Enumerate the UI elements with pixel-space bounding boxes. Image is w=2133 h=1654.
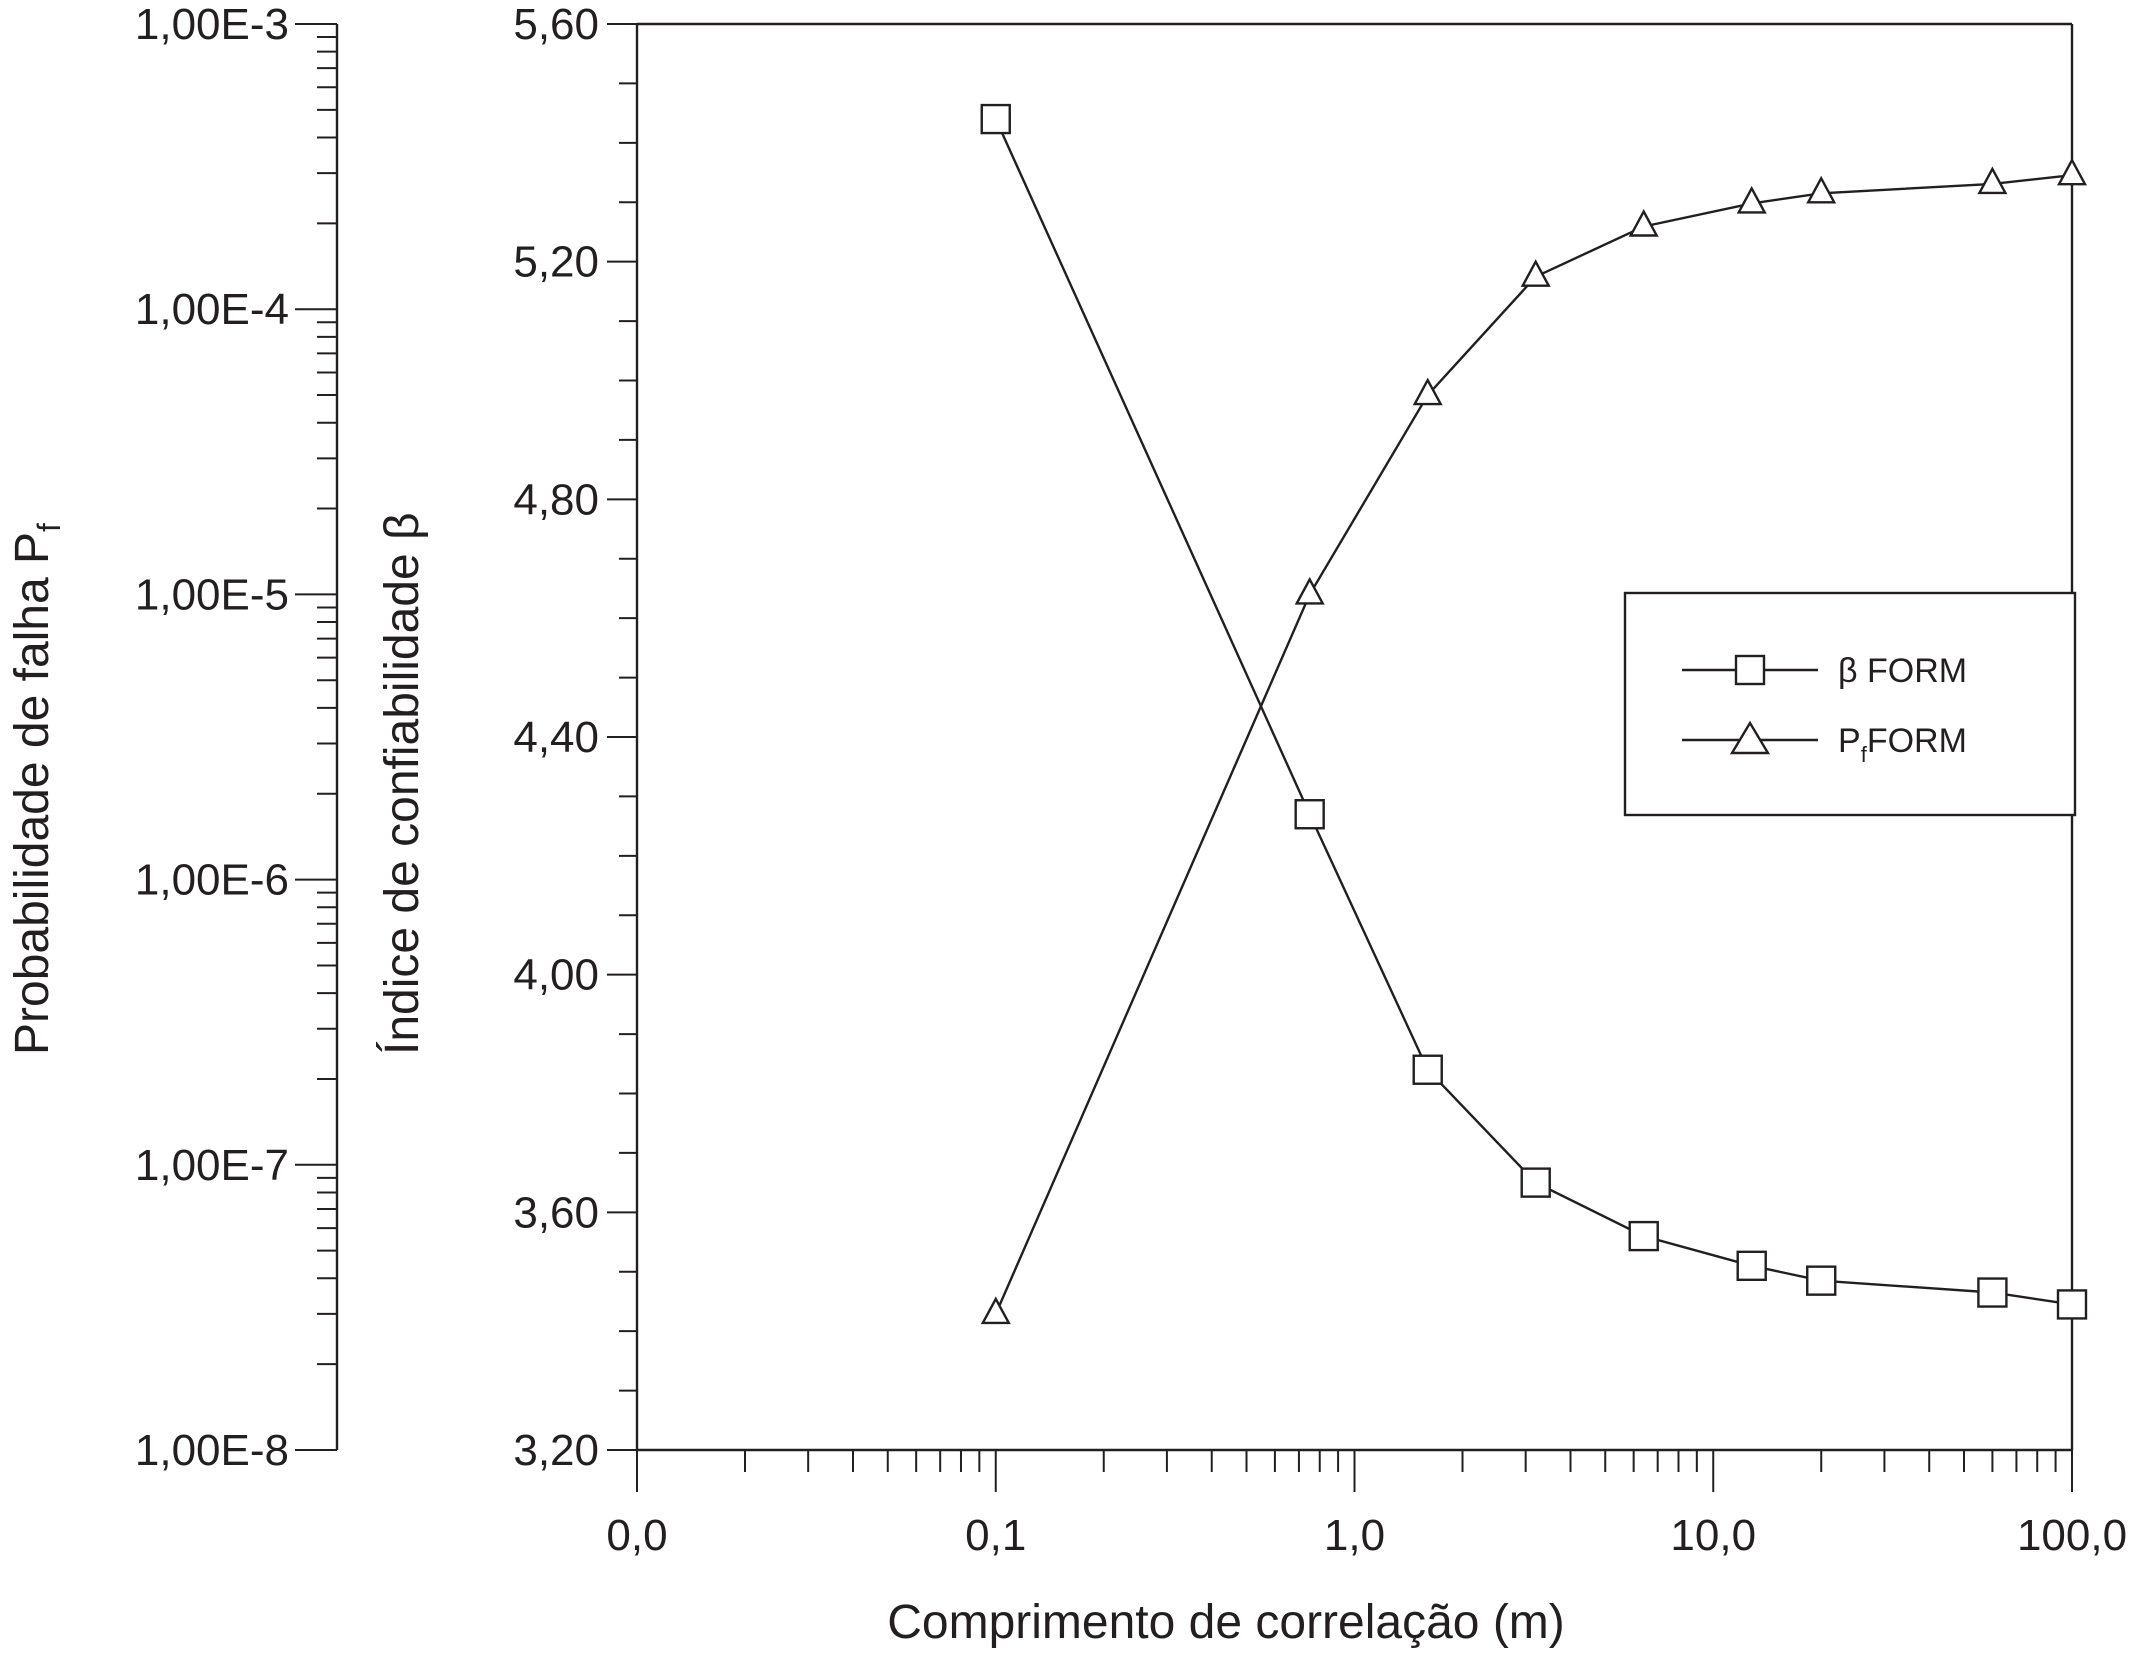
pf-form-point: [1294, 576, 1325, 605]
probability-tick-label: 1,00E-6: [135, 856, 289, 905]
beta-axis: 5,60 5,20 4,80 4,40 4,00 3,60 3,20: [513, 0, 639, 1475]
pf-form-point: [1520, 259, 1551, 287]
beta-tick-label: 5,60: [513, 0, 599, 49]
x-tick-label: 0,0: [606, 1511, 667, 1560]
beta-form-point: [1806, 1265, 1837, 1296]
x-axis: 0,0 0,1 1,0 10,0 100,0: [606, 1448, 2127, 1560]
probability-tick-label: 1,00E-7: [135, 1141, 289, 1190]
beta-axis-title: Índice de confiabilidade β: [376, 512, 429, 1055]
beta-form-point: [1628, 1220, 1659, 1252]
probability-axis: 1,00E-3 1,00E-4 1,00E-5 1,00E-6 1,00E-7 1,00E…: [135, 0, 339, 1475]
series-markers: [980, 103, 2088, 1325]
beta-tick-label: 5,20: [513, 238, 599, 287]
beta-tick-label: 4,40: [513, 713, 599, 762]
x-axis-title: Comprimento de correlação (m): [887, 1596, 1565, 1649]
pf-form-point: [1736, 185, 1767, 214]
x-tick-label: 100,0: [2017, 1511, 2127, 1560]
beta-form-point: [1294, 799, 1325, 830]
beta-tick-label: 4,00: [513, 951, 599, 1000]
beta-form-point: [1977, 1277, 2008, 1308]
probability-tick-label: 1,00E-5: [135, 570, 289, 619]
beta-tick-label: 3,60: [513, 1188, 599, 1237]
probability-tick-label: 1,00E-8: [135, 1426, 289, 1475]
pf-form-point: [2056, 157, 2088, 186]
legend-marker-beta: [1734, 654, 1766, 686]
pf-form-point: [1977, 166, 2008, 195]
beta-form-point: [2056, 1289, 2088, 1320]
legend-box: [1623, 591, 2077, 817]
beta-tick-label: 4,80: [513, 475, 599, 524]
probability-axis-title: Probabilidade de falha Pf: [6, 523, 67, 1055]
pf-form-point: [980, 1296, 1011, 1325]
beta-form-point: [980, 103, 1011, 135]
beta-form-point: [1736, 1250, 1767, 1282]
pf-form-point: [1412, 377, 1443, 406]
beta-tick-label: 3,20: [513, 1426, 599, 1475]
probability-axis-title-text: Probabilidade de falha P: [6, 532, 59, 1055]
beta-form-point: [1520, 1167, 1551, 1198]
probability-axis-title-subscript: f: [31, 523, 67, 532]
legend-label-pf: PfFORM: [1838, 722, 1967, 767]
legend-label-pf-main: P: [1838, 722, 1861, 760]
x-tick-label: 0,1: [965, 1511, 1026, 1560]
legend-label-beta: β FORM: [1838, 652, 1967, 690]
x-tick-label: 10,0: [1670, 1511, 1756, 1560]
legend-marker-pf: [1729, 720, 1771, 755]
pf-form-point: [1806, 175, 1837, 204]
x-tick-label: 1,0: [1324, 1511, 1385, 1560]
legend-label-pf-subscript: f: [1861, 742, 1868, 767]
probability-tick-label: 1,00E-3: [135, 0, 289, 49]
beta-form-point: [1412, 1054, 1443, 1085]
legend: β FORM PfFORM: [1623, 591, 2077, 817]
legend-label-pf-suffix: FORM: [1867, 722, 1967, 760]
pf-form-point: [1628, 208, 1659, 237]
probability-tick-label: 1,00E-4: [135, 285, 289, 334]
